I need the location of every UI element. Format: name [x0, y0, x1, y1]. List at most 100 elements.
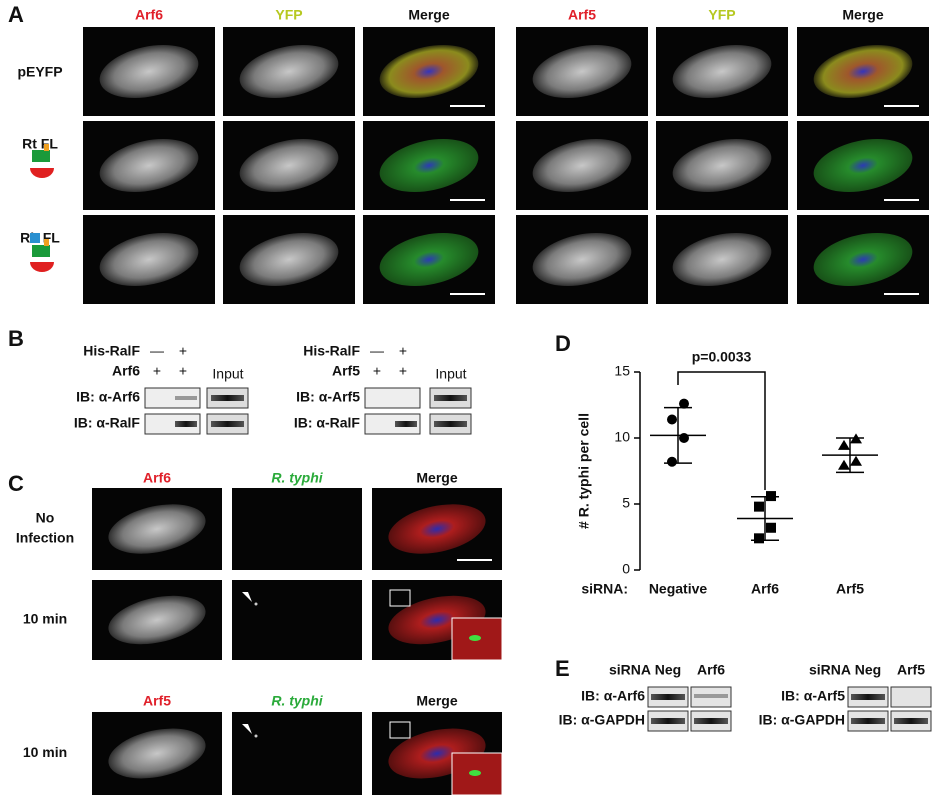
- blot-header: siRNA: [609, 662, 651, 678]
- blot-input: Input: [435, 366, 466, 382]
- panel-label: B: [8, 326, 24, 351]
- column-header: Merge: [408, 7, 449, 23]
- y-tick-label: 15: [614, 363, 630, 379]
- data-point: [838, 459, 850, 470]
- bacterium: [469, 635, 481, 641]
- column-header: YFP: [275, 7, 302, 23]
- cell: [239, 44, 339, 99]
- data-point: [679, 398, 689, 409]
- column-header: Merge: [416, 470, 457, 486]
- cell: [532, 44, 632, 99]
- band: [851, 694, 885, 700]
- error-bar: [836, 437, 864, 474]
- band: [694, 718, 728, 724]
- band: [651, 694, 685, 700]
- blot-condition: Arf6: [112, 363, 140, 379]
- cell: [108, 504, 206, 554]
- blot: [144, 413, 201, 435]
- cell: [379, 138, 479, 193]
- icon: [44, 144, 49, 151]
- panel-label: E: [555, 656, 570, 681]
- blot-sign: +: [373, 363, 381, 379]
- y-tick-label: 0: [622, 561, 630, 577]
- icon: [30, 262, 54, 272]
- cell: [813, 138, 913, 193]
- data-point: [838, 439, 850, 450]
- x-axis-label: siRNA:: [581, 581, 628, 597]
- bacterium: [254, 734, 258, 738]
- data-point: [679, 433, 689, 443]
- micrograph: [232, 488, 362, 570]
- panel-label: D: [555, 331, 571, 356]
- column-header: Merge: [416, 693, 457, 709]
- icon: [44, 239, 49, 246]
- band: [651, 718, 685, 724]
- cell: [532, 232, 632, 287]
- blot-condition: His-RalF: [303, 343, 360, 359]
- blot-sign: +: [399, 343, 407, 359]
- cell: [108, 728, 206, 779]
- panel-label: A: [8, 2, 24, 27]
- band: [211, 421, 244, 427]
- blot-probe: IB: α-Arf5: [781, 688, 845, 704]
- band: [694, 694, 728, 698]
- x-tick-label: Arf5: [836, 581, 864, 597]
- cell: [379, 44, 479, 99]
- y-tick-label: 5: [622, 495, 630, 511]
- micrograph: [232, 712, 362, 795]
- data-point: [754, 501, 764, 512]
- cell: [813, 44, 913, 99]
- x-tick-label: Negative: [649, 581, 708, 597]
- blot-sign: +: [179, 363, 187, 379]
- band: [434, 395, 467, 401]
- micrograph: [232, 580, 362, 660]
- panel-label: C: [8, 471, 24, 496]
- blot-condition: His-RalF: [83, 343, 140, 359]
- blot-probe: IB: α-Arf6: [581, 688, 645, 704]
- cell: [672, 138, 772, 193]
- row-label: Rt FL: [22, 136, 58, 152]
- cell: [672, 232, 772, 287]
- column-header: Merge: [842, 7, 883, 23]
- icon: [30, 233, 40, 243]
- band: [894, 718, 928, 724]
- blot-probe: IB: α-RalF: [74, 415, 141, 431]
- icon: [30, 168, 54, 178]
- data-point: [850, 433, 862, 444]
- cell: [388, 504, 486, 554]
- blot: [144, 387, 201, 409]
- blot-sign: +: [153, 363, 161, 379]
- blot: [890, 686, 932, 708]
- band: [434, 421, 467, 427]
- blot-sign: —: [150, 343, 164, 359]
- row-label: Infection: [16, 530, 74, 546]
- significance-bracket: [677, 371, 766, 490]
- blot: [364, 387, 421, 409]
- cell: [532, 138, 632, 193]
- row-label: No: [36, 510, 55, 526]
- cell: [99, 44, 199, 99]
- band: [175, 396, 197, 400]
- blot-condition: Arf5: [332, 363, 360, 379]
- cell: [108, 595, 206, 645]
- x-tick-label: Arf6: [751, 581, 779, 597]
- blot-sign: +: [399, 363, 407, 379]
- y-tick-label: 10: [614, 429, 630, 445]
- cell: [239, 138, 339, 193]
- cell: [99, 232, 199, 287]
- row-label: 10 min: [23, 611, 67, 627]
- row-label: 10 min: [23, 744, 67, 760]
- blot-header: Neg: [855, 662, 881, 678]
- row-label: Rb FL: [20, 230, 60, 246]
- column-header: YFP: [708, 7, 735, 23]
- blot-sign: +: [179, 343, 187, 359]
- column-header: R. typhi: [271, 693, 323, 709]
- inset-box: [389, 721, 411, 739]
- cell: [672, 44, 772, 99]
- arrowhead: [242, 724, 252, 734]
- arrowhead: [242, 592, 252, 602]
- blot-probe: IB: α-Arf6: [76, 389, 140, 405]
- data-point: [766, 491, 776, 502]
- blot-probe: IB: α-RalF: [294, 415, 361, 431]
- cell: [239, 232, 339, 287]
